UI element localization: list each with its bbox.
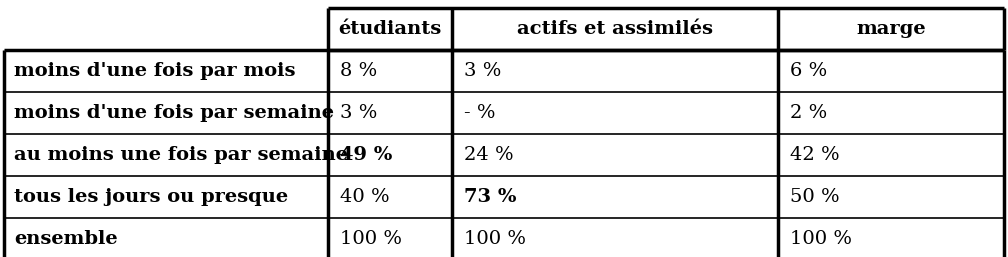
Text: 73 %: 73 % xyxy=(464,188,516,206)
Text: 24 %: 24 % xyxy=(464,146,514,164)
Text: 100 %: 100 % xyxy=(340,230,402,248)
Text: 2 %: 2 % xyxy=(790,104,828,122)
Text: 42 %: 42 % xyxy=(790,146,840,164)
Text: moins d'une fois par semaine: moins d'une fois par semaine xyxy=(14,104,334,122)
Text: au moins une fois par semaine: au moins une fois par semaine xyxy=(14,146,348,164)
Text: 100 %: 100 % xyxy=(464,230,526,248)
Text: marge: marge xyxy=(856,20,925,38)
Text: 100 %: 100 % xyxy=(790,230,852,248)
Text: ensemble: ensemble xyxy=(14,230,118,248)
Text: - %: - % xyxy=(464,104,496,122)
Text: tous les jours ou presque: tous les jours ou presque xyxy=(14,188,288,206)
Text: 40 %: 40 % xyxy=(340,188,390,206)
Text: 3 %: 3 % xyxy=(340,104,377,122)
Text: étudiants: étudiants xyxy=(339,20,442,38)
Text: moins d'une fois par mois: moins d'une fois par mois xyxy=(14,62,295,80)
Text: 8 %: 8 % xyxy=(340,62,377,80)
Text: 6 %: 6 % xyxy=(790,62,828,80)
Text: 3 %: 3 % xyxy=(464,62,501,80)
Text: 50 %: 50 % xyxy=(790,188,840,206)
Text: 49 %: 49 % xyxy=(340,146,392,164)
Text: actifs et assimilés: actifs et assimilés xyxy=(517,20,713,38)
